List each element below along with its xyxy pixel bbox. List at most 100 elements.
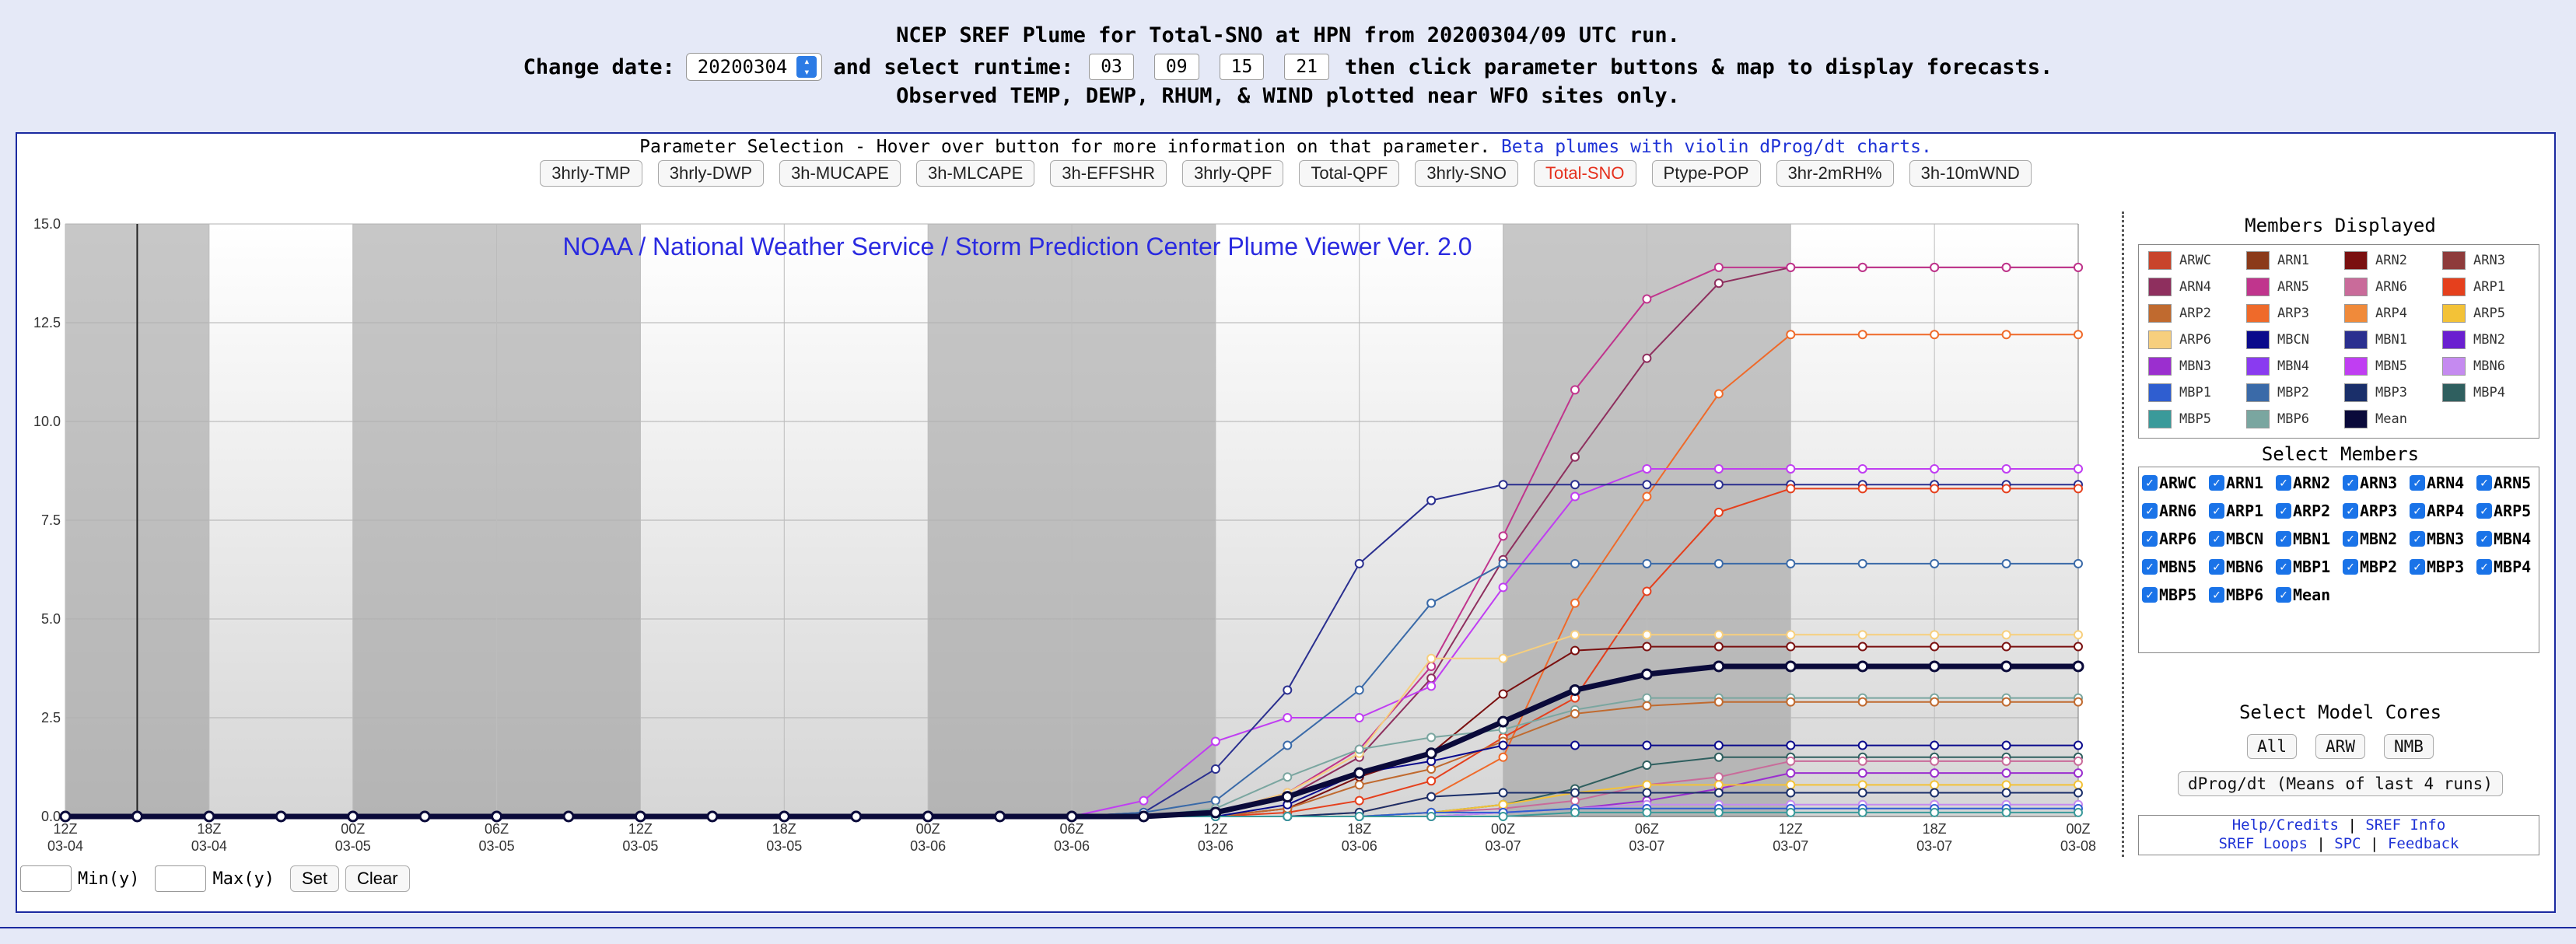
help-credits-link[interactable]: Help/Credits (2231, 816, 2339, 834)
member-color-swatch (2246, 304, 2270, 323)
param-button-3hrly-dwp[interactable]: 3hrly-DWP (657, 160, 765, 187)
member-legend-label: ARP2 (2179, 306, 2211, 321)
core-arw-button[interactable]: ARW (2315, 734, 2365, 759)
member-checkbox-mean[interactable]: ✓ Mean (2276, 586, 2330, 604)
data-point (2074, 463, 2083, 474)
data-point (1930, 807, 1940, 817)
member-checkbox-arn4[interactable]: ✓ ARN4 (2410, 474, 2464, 492)
member-checkbox-label: MBN3 (2427, 530, 2465, 548)
data-point (1498, 480, 1508, 490)
param-button-ptype-pop[interactable]: Ptype-POP (1651, 160, 1761, 187)
min-y-input[interactable] (20, 865, 72, 892)
param-button-3hr-2mrh[interactable]: 3hr-2mRH% (1776, 160, 1894, 187)
param-button-3hrly-sno[interactable]: 3hrly-SNO (1415, 160, 1519, 187)
max-y-input[interactable] (155, 865, 207, 892)
sref-info-link[interactable]: SREF Info (2365, 816, 2446, 834)
data-point (1713, 463, 1724, 474)
member-color-swatch (2344, 410, 2368, 428)
data-point (1930, 697, 1940, 707)
member-checkbox-mbn1[interactable]: ✓ MBN1 (2276, 530, 2330, 548)
member-checkbox-mbp5[interactable]: ✓ MBP5 (2142, 586, 2196, 604)
data-point (1497, 715, 1510, 728)
member-checkbox-mbn4[interactable]: ✓ MBN4 (2476, 530, 2531, 548)
member-checkbox-arn3[interactable]: ✓ ARN3 (2343, 474, 2397, 492)
data-point (1570, 807, 1580, 817)
member-color-swatch (2442, 357, 2466, 376)
member-legend-item: MBN1 (2344, 330, 2407, 349)
data-point (2072, 660, 2084, 673)
member-checkbox-mbn2[interactable]: ✓ MBN2 (2343, 530, 2397, 548)
member-checkbox-mbp4[interactable]: ✓ MBP4 (2476, 558, 2531, 576)
member-legend-label: MBP4 (2473, 385, 2505, 400)
data-point (2001, 642, 2011, 652)
member-checkbox-arp2[interactable]: ✓ ARP2 (2276, 502, 2330, 520)
data-point (1786, 697, 1796, 707)
param-button-3h-effshr[interactable]: 3h-EFFSHR (1050, 160, 1167, 187)
data-point (418, 810, 431, 823)
param-button-3h-mucape[interactable]: 3h-MUCAPE (779, 160, 901, 187)
data-point (1642, 740, 1652, 750)
param-button-3h-mlcape[interactable]: 3h-MLCAPE (915, 160, 1035, 187)
data-point (1786, 807, 1796, 817)
member-checkbox-arwc[interactable]: ✓ ARWC (2142, 474, 2196, 492)
param-button-total-sno[interactable]: Total-SNO (1534, 160, 1636, 187)
core-all-button[interactable]: All (2247, 734, 2298, 759)
dprog-button[interactable]: dProg/dt (Means of last 4 runs) (2178, 771, 2503, 796)
member-checkbox-mbcn[interactable]: ✓ MBCN (2209, 530, 2263, 548)
data-point (1426, 776, 1437, 786)
data-point (994, 810, 1006, 823)
member-color-swatch (2148, 357, 2172, 376)
beta-plumes-link[interactable]: Beta plumes with violin dProg/dt charts. (1500, 137, 1932, 157)
member-checkbox-arn5[interactable]: ✓ ARN5 (2476, 474, 2531, 492)
checkbox-checked-icon: ✓ (2410, 475, 2425, 491)
member-checkbox-mbp2[interactable]: ✓ MBP2 (2343, 558, 2397, 576)
member-legend-label: ARN5 (2277, 279, 2309, 295)
checkbox-checked-icon: ✓ (2276, 475, 2291, 491)
member-legend-item: MBP1 (2148, 383, 2211, 402)
member-checkbox-mbn3[interactable]: ✓ MBN3 (2410, 530, 2464, 548)
member-checkbox-arn2[interactable]: ✓ ARN2 (2276, 474, 2330, 492)
x-tick-date-label: 03-08 (2060, 838, 2096, 854)
data-point (2001, 740, 2011, 750)
date-select[interactable]: 20200304 ▴ ▾ (685, 53, 823, 81)
data-point (1354, 558, 1364, 568)
member-checkbox-mbn6[interactable]: ✓ MBN6 (2209, 558, 2263, 576)
member-checkbox-arp1[interactable]: ✓ ARP1 (2209, 502, 2263, 520)
member-checkbox-mbp1[interactable]: ✓ MBP1 (2276, 558, 2330, 576)
feedback-link[interactable]: Feedback (2387, 835, 2459, 852)
core-nmb-button[interactable]: NMB (2383, 734, 2434, 759)
runtime-button-15[interactable]: 15 (1219, 54, 1265, 80)
data-point (778, 810, 790, 823)
param-button-total-qpf[interactable]: Total-QPF (1299, 160, 1400, 187)
member-checkbox-arp6[interactable]: ✓ ARP6 (2142, 530, 2196, 548)
data-point (1857, 807, 1867, 817)
runtime-button-09[interactable]: 09 (1153, 54, 1199, 80)
select-members-title: Select Members (2261, 443, 2420, 465)
set-button[interactable]: Set (289, 865, 339, 892)
data-point (2001, 780, 2011, 790)
runtime-button-03[interactable]: 03 (1089, 54, 1134, 80)
data-point (2074, 484, 2083, 494)
max-y-label: Max(y) (212, 869, 275, 889)
member-checkbox-mbn5[interactable]: ✓ MBN5 (2142, 558, 2196, 576)
member-checkbox-arp4[interactable]: ✓ ARP4 (2410, 502, 2464, 520)
member-checkbox-arn1[interactable]: ✓ ARN1 (2209, 474, 2263, 492)
sref-loops-link[interactable]: SREF Loops (2218, 835, 2308, 852)
checkbox-checked-icon: ✓ (2276, 503, 2291, 519)
member-checkbox-mbp3[interactable]: ✓ MBP3 (2410, 558, 2464, 576)
spc-link[interactable]: SPC (2334, 835, 2361, 852)
param-button-3hrly-tmp[interactable]: 3hrly-TMP (540, 160, 642, 187)
member-checkbox-arp3[interactable]: ✓ ARP3 (2343, 502, 2397, 520)
member-checkbox-arp5[interactable]: ✓ ARP5 (2476, 502, 2531, 520)
member-checkbox-label: MBN6 (2226, 558, 2264, 576)
runtime-button-21[interactable]: 21 (1284, 54, 1330, 80)
member-checkbox-mbp6[interactable]: ✓ MBP6 (2209, 586, 2263, 604)
clear-button[interactable]: Clear (345, 865, 410, 892)
param-button-3h-10mwnd[interactable]: 3h-10mWND (1909, 160, 2032, 187)
min-y-label: Min(y) (78, 869, 140, 889)
member-checkbox-arn6[interactable]: ✓ ARN6 (2142, 502, 2196, 520)
data-point (1786, 558, 1796, 568)
param-button-3hrly-qpf[interactable]: 3hrly-QPF (1182, 160, 1284, 187)
member-legend-label: MBN1 (2375, 332, 2407, 348)
checkbox-checked-icon: ✓ (2476, 475, 2492, 491)
